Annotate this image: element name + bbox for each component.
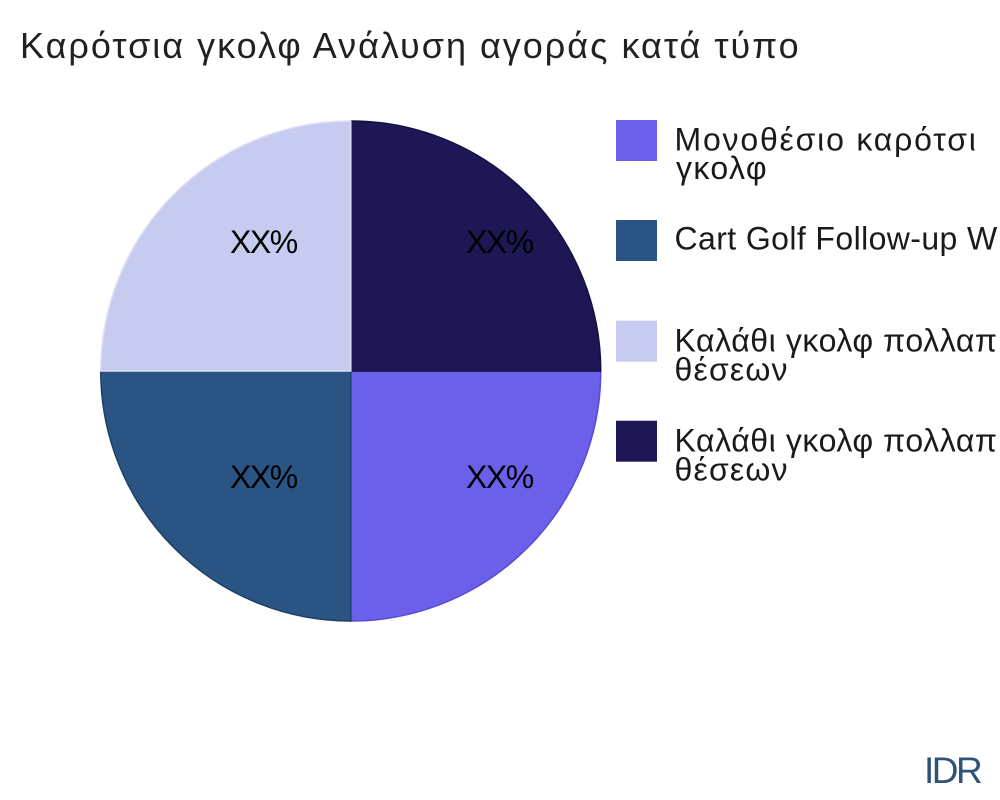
svg-text:θέσεων: θέσεων	[675, 452, 789, 488]
svg-text:Καλάθι γκολφ πολλαπ: Καλάθι γκολφ πολλαπ	[675, 422, 998, 458]
svg-text:θέσεων: θέσεων	[675, 352, 789, 388]
svg-text:XX%: XX%	[466, 459, 534, 495]
svg-text:Μονοθέσιο καρότσι: Μονοθέσιο καρότσι	[675, 122, 978, 158]
svg-text:IDR: IDR	[924, 750, 981, 791]
svg-text:XX%: XX%	[466, 224, 534, 260]
svg-text:γκολφ: γκολφ	[676, 150, 768, 186]
svg-text:Καλάθι γκολφ πολλαπ: Καλάθι γκολφ πολλαπ	[675, 322, 998, 358]
svg-text:Καρότσια γκολφ Ανάλυση αγοράς: Καρότσια γκολφ Ανάλυση αγοράς κατά τύπο	[20, 25, 801, 66]
svg-text:XX%: XX%	[230, 459, 298, 495]
svg-text:XX%: XX%	[230, 224, 298, 260]
svg-text:Cart Golf Follow-up W: Cart Golf Follow-up W	[675, 221, 999, 257]
